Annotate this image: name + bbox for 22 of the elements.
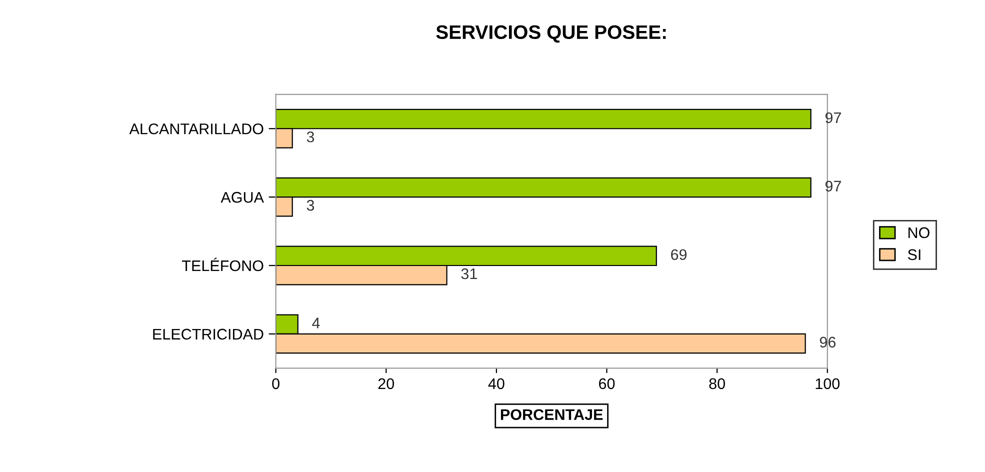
y-tick-label: ALCANTARILLADO <box>129 123 264 134</box>
data-label: 3 <box>306 200 314 211</box>
chart-title: SERVICIOS QUE POSEE: <box>436 25 666 43</box>
x-tick-label: 60 <box>599 378 615 390</box>
legend-label: NO <box>908 227 930 238</box>
x-tick-label: 100 <box>816 378 840 390</box>
data-label: 3 <box>306 131 314 142</box>
x-tick-label: 0 <box>272 378 280 390</box>
data-label: 4 <box>312 318 320 328</box>
x-tick-label: 20 <box>378 378 394 390</box>
data-label: 31 <box>461 268 477 280</box>
data-label: 69 <box>671 249 687 260</box>
y-tick-label: AGUA <box>220 192 264 203</box>
y-tick-label: ELECTRICIDAD <box>153 328 264 340</box>
x-tick-label: 80 <box>709 378 725 390</box>
x-tick-label: 40 <box>488 378 504 390</box>
data-label: 96 <box>820 336 836 348</box>
legend-label: SI <box>908 249 920 260</box>
data-label: 97 <box>825 180 841 192</box>
y-tick-label: TELÉFONO <box>182 258 264 272</box>
data-label: 97 <box>825 112 841 124</box>
x-axis-title: PORCENTAJE <box>500 409 603 420</box>
